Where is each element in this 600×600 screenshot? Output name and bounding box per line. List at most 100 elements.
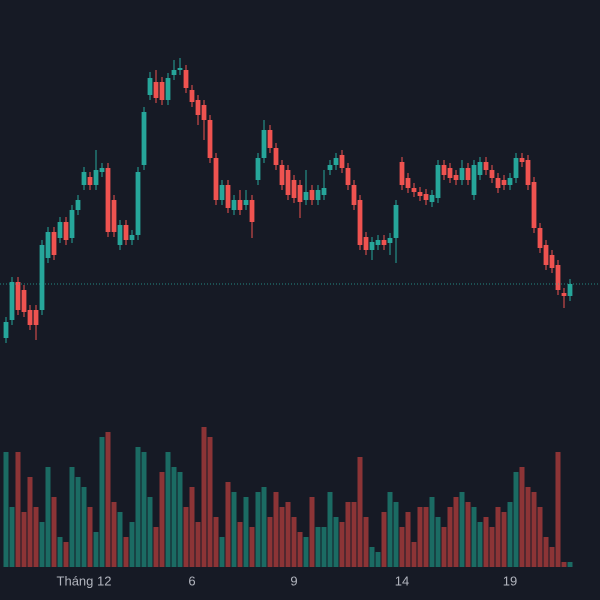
candle-body [423,194,429,200]
candle-body [189,90,195,102]
volume-bar [201,427,207,567]
volume-bar [303,537,309,567]
candle-body [273,148,279,165]
x-tick-label: Tháng 12 [57,573,112,588]
candle-body [507,178,513,185]
volume-bar [495,507,501,567]
volume-bar [531,492,537,567]
volume-bar [243,497,249,567]
candle-body [63,222,69,240]
volume-bar [465,502,471,567]
candle-body [399,162,405,185]
volume-bar [321,527,327,567]
volume-bar [417,507,423,567]
candle-body [267,130,273,148]
candle-body [327,165,333,170]
volume-bar [237,522,243,567]
candle-body [321,188,327,195]
candle-body [225,185,231,208]
volume-bar [3,452,9,567]
candle-body [549,255,555,268]
candle-body [87,177,93,185]
candle-body [231,200,237,210]
volume-bar [21,512,27,567]
candle-body [201,105,207,120]
volume-bar [411,542,417,567]
candle-body [249,200,255,222]
volume-bar [567,562,573,567]
volume-bar [51,497,57,567]
volume-bar [543,537,549,567]
candle-body [81,172,87,185]
volume-bar [99,437,105,567]
candle-body [285,170,291,195]
candle-body [315,190,321,200]
volume-bar [141,452,147,567]
candle-body [45,232,51,258]
volume-bar [87,507,93,567]
candle-body [93,170,99,185]
volume-bar [15,452,21,567]
volume-bar [135,447,141,567]
candle-body [513,158,519,178]
candle-body [555,265,561,290]
candle-body [75,200,81,210]
volume-bar [351,502,357,567]
candle-body [141,112,147,165]
volume-bar [387,492,393,567]
candle-body [441,165,447,175]
volume-bar [435,517,441,567]
volume-bar [147,497,153,567]
volume-bar [363,517,369,567]
volume-bar [39,522,45,567]
volume-bar [279,507,285,567]
volume-bar [69,467,75,567]
candle-body [51,232,57,255]
volume-bar [315,527,321,567]
volume-bar [483,517,489,567]
candle-body [429,195,435,202]
candle-body [405,178,411,188]
volume-bar [369,547,375,567]
candle-body [465,168,471,180]
x-tick-label: 6 [188,573,195,588]
candle-body [393,205,399,238]
volume-bar [75,477,81,567]
volume-bar [429,497,435,567]
volume-bar [375,552,381,567]
candle-body [3,322,9,338]
candle-body [561,293,567,296]
volume-bar [561,562,567,567]
candle-body [339,155,345,168]
volume-bar [519,467,525,567]
candle-body [501,180,507,185]
candle-body [243,200,249,205]
candle-body [33,310,39,325]
candle-body [207,120,213,158]
volume-bar [81,487,87,567]
candle-body [105,168,111,232]
volume-bar [291,517,297,567]
candle-body [381,240,387,245]
candle-body [9,282,15,320]
volume-bar [207,437,213,567]
candle-body [117,225,123,245]
candle-body [459,168,465,180]
volume-bar [255,492,261,567]
volume-bar [513,472,519,567]
candle-body [453,175,459,180]
volume-bar [357,457,363,567]
candle-body [21,290,27,312]
volume-bar [111,502,117,567]
volume-bar [537,507,543,567]
candle-body [471,165,477,195]
candle-body [213,158,219,200]
candle-body [171,70,177,75]
volume-bar [273,492,279,567]
candle-body [483,162,489,170]
candle-body [111,200,117,232]
volume-bar [117,512,123,567]
candle-body [495,178,501,188]
candle-body [237,200,243,210]
